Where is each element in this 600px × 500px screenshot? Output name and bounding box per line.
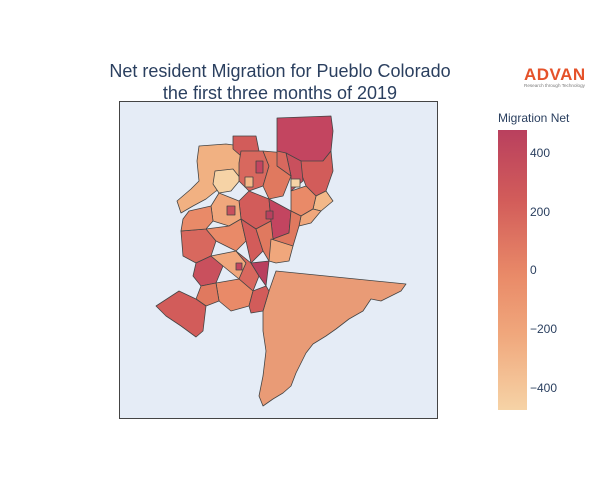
- colorbar-title: Migration Net: [498, 111, 570, 125]
- tract-c-23: [180, 205, 214, 232]
- tract-block-3: [226, 205, 236, 216]
- tract-c-22: [276, 150, 292, 177]
- colorbar-tick-label: −200: [530, 322, 558, 336]
- colorbar-tick-label: −400: [530, 381, 558, 395]
- tract-sw-1: [155, 290, 207, 338]
- colorbar-tick-label: 200: [530, 205, 551, 219]
- tract-c-9: [210, 192, 242, 227]
- tract-c-12: [240, 218, 264, 264]
- map-plot-area[interactable]: [119, 101, 438, 419]
- tract-nw-2: [212, 168, 242, 194]
- logo-tagline: Research through Technology: [524, 83, 585, 88]
- tract-block-4: [290, 178, 301, 188]
- logo-wordmark: ADVAN: [524, 65, 586, 84]
- tract-block-5: [265, 210, 274, 220]
- title-line-2: the first three months of 2019: [162, 83, 398, 103]
- tract-block-6: [235, 262, 243, 271]
- tract-c-21: [268, 238, 294, 264]
- colorbar-tick-label: 400: [530, 146, 551, 160]
- tract-c-19: [248, 285, 270, 314]
- tract-block-2: [244, 176, 254, 188]
- tract-block-1: [255, 160, 264, 174]
- choropleth-map[interactable]: [120, 102, 438, 419]
- colorbar-tick-label: 0: [530, 263, 537, 277]
- tract-c-20: [195, 282, 220, 307]
- tract-south-large: [258, 270, 407, 407]
- colorbar-gradient: [498, 130, 527, 410]
- chart-title: Net resident Migration for Pueblo Colora…: [60, 60, 500, 104]
- advan-logo: ADVAN Research through Technology: [524, 66, 596, 89]
- title-line-1: Net resident Migration for Pueblo Colora…: [109, 61, 451, 81]
